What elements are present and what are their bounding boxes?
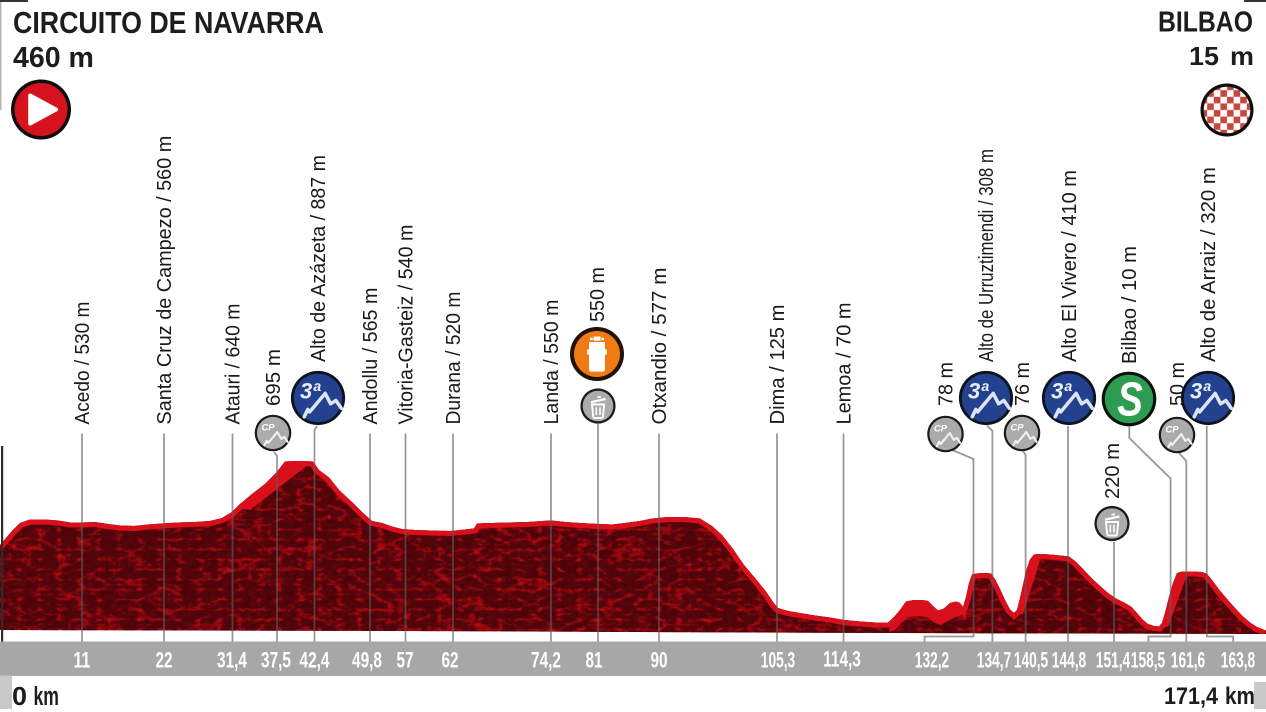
svg-text:Vitoria-Gasteiz / 540 m: Vitoria-Gasteiz / 540 m (395, 225, 417, 425)
svg-text:140,5: 140,5 (1014, 647, 1048, 672)
svg-text:11: 11 (74, 649, 91, 673)
svg-text:Otxandio / 577 m: Otxandio / 577 m (649, 268, 671, 425)
svg-text:m: m (1230, 41, 1254, 70)
svg-text:161,6: 161,6 (1171, 647, 1205, 672)
svg-text:220 m: 220 m (1102, 443, 1124, 499)
svg-text:550 m: 550 m (587, 267, 609, 322)
svg-text:0: 0 (12, 681, 27, 710)
svg-text:15: 15 (1189, 41, 1219, 70)
svg-text:151,4: 151,4 (1096, 647, 1131, 672)
svg-text:114,3: 114,3 (823, 648, 861, 672)
svg-text:90: 90 (650, 649, 667, 673)
svg-text:171,4: 171,4 (1164, 682, 1218, 709)
svg-text:460 m: 460 m (13, 42, 94, 74)
svg-text:31,4: 31,4 (217, 649, 247, 673)
svg-text:62: 62 (441, 649, 458, 673)
svg-text:695 m: 695 m (263, 349, 285, 406)
svg-text:Durana / 520 m: Durana / 520 m (442, 292, 464, 425)
svg-text:Atauri / 640 m: Atauri / 640 m (222, 304, 244, 425)
svg-text:81: 81 (585, 649, 602, 673)
svg-text:134,7: 134,7 (977, 647, 1011, 672)
svg-text:km: km (1225, 683, 1255, 710)
svg-text:Alto de Azázeta / 887 m: Alto de Azázeta / 887 m (308, 155, 330, 362)
svg-text:Dima / 125 m: Dima / 125 m (767, 305, 789, 425)
svg-text:163,8: 163,8 (1221, 647, 1255, 672)
svg-text:57: 57 (396, 649, 413, 673)
svg-text:105,3: 105,3 (761, 647, 795, 672)
svg-text:CIRCUITO DE NAVARRA: CIRCUITO DE NAVARRA (13, 6, 324, 40)
svg-text:Landa / 550 m: Landa / 550 m (541, 300, 563, 425)
svg-text:Santa Cruz de Campezo / 560 m: Santa Cruz de Campezo / 560 m (154, 136, 176, 425)
svg-text:22: 22 (155, 649, 172, 673)
svg-text:37,5: 37,5 (261, 649, 291, 673)
svg-text:Bilbao / 10 m: Bilbao / 10 m (1119, 246, 1141, 364)
svg-text:Andollu / 565 m: Andollu / 565 m (360, 288, 382, 425)
svg-text:132,2: 132,2 (915, 647, 949, 672)
svg-text:144,8: 144,8 (1052, 647, 1086, 672)
svg-text:76 m: 76 m (1012, 362, 1034, 406)
svg-text:Alto de Arraiz / 320 m: Alto de Arraiz / 320 m (1198, 167, 1220, 362)
svg-text:78 m: 78 m (935, 362, 957, 406)
svg-text:42,4: 42,4 (300, 649, 330, 673)
svg-text:km: km (34, 682, 59, 711)
svg-text:49,8: 49,8 (352, 649, 382, 673)
svg-text:Alto de Urruztimendi / 308 m: Alto de Urruztimendi / 308 m (974, 149, 997, 362)
svg-text:Alto El Vivero / 410 m: Alto El Vivero / 410 m (1059, 170, 1081, 362)
svg-text:BILBAO: BILBAO (1158, 6, 1253, 38)
svg-text:Acedo / 530 m: Acedo / 530 m (71, 302, 94, 425)
svg-text:158,5: 158,5 (1131, 647, 1165, 672)
svg-text:Lemoa / 70 m: Lemoa / 70 m (833, 303, 855, 425)
svg-text:S: S (1117, 374, 1143, 427)
svg-text:74,2: 74,2 (531, 649, 561, 673)
